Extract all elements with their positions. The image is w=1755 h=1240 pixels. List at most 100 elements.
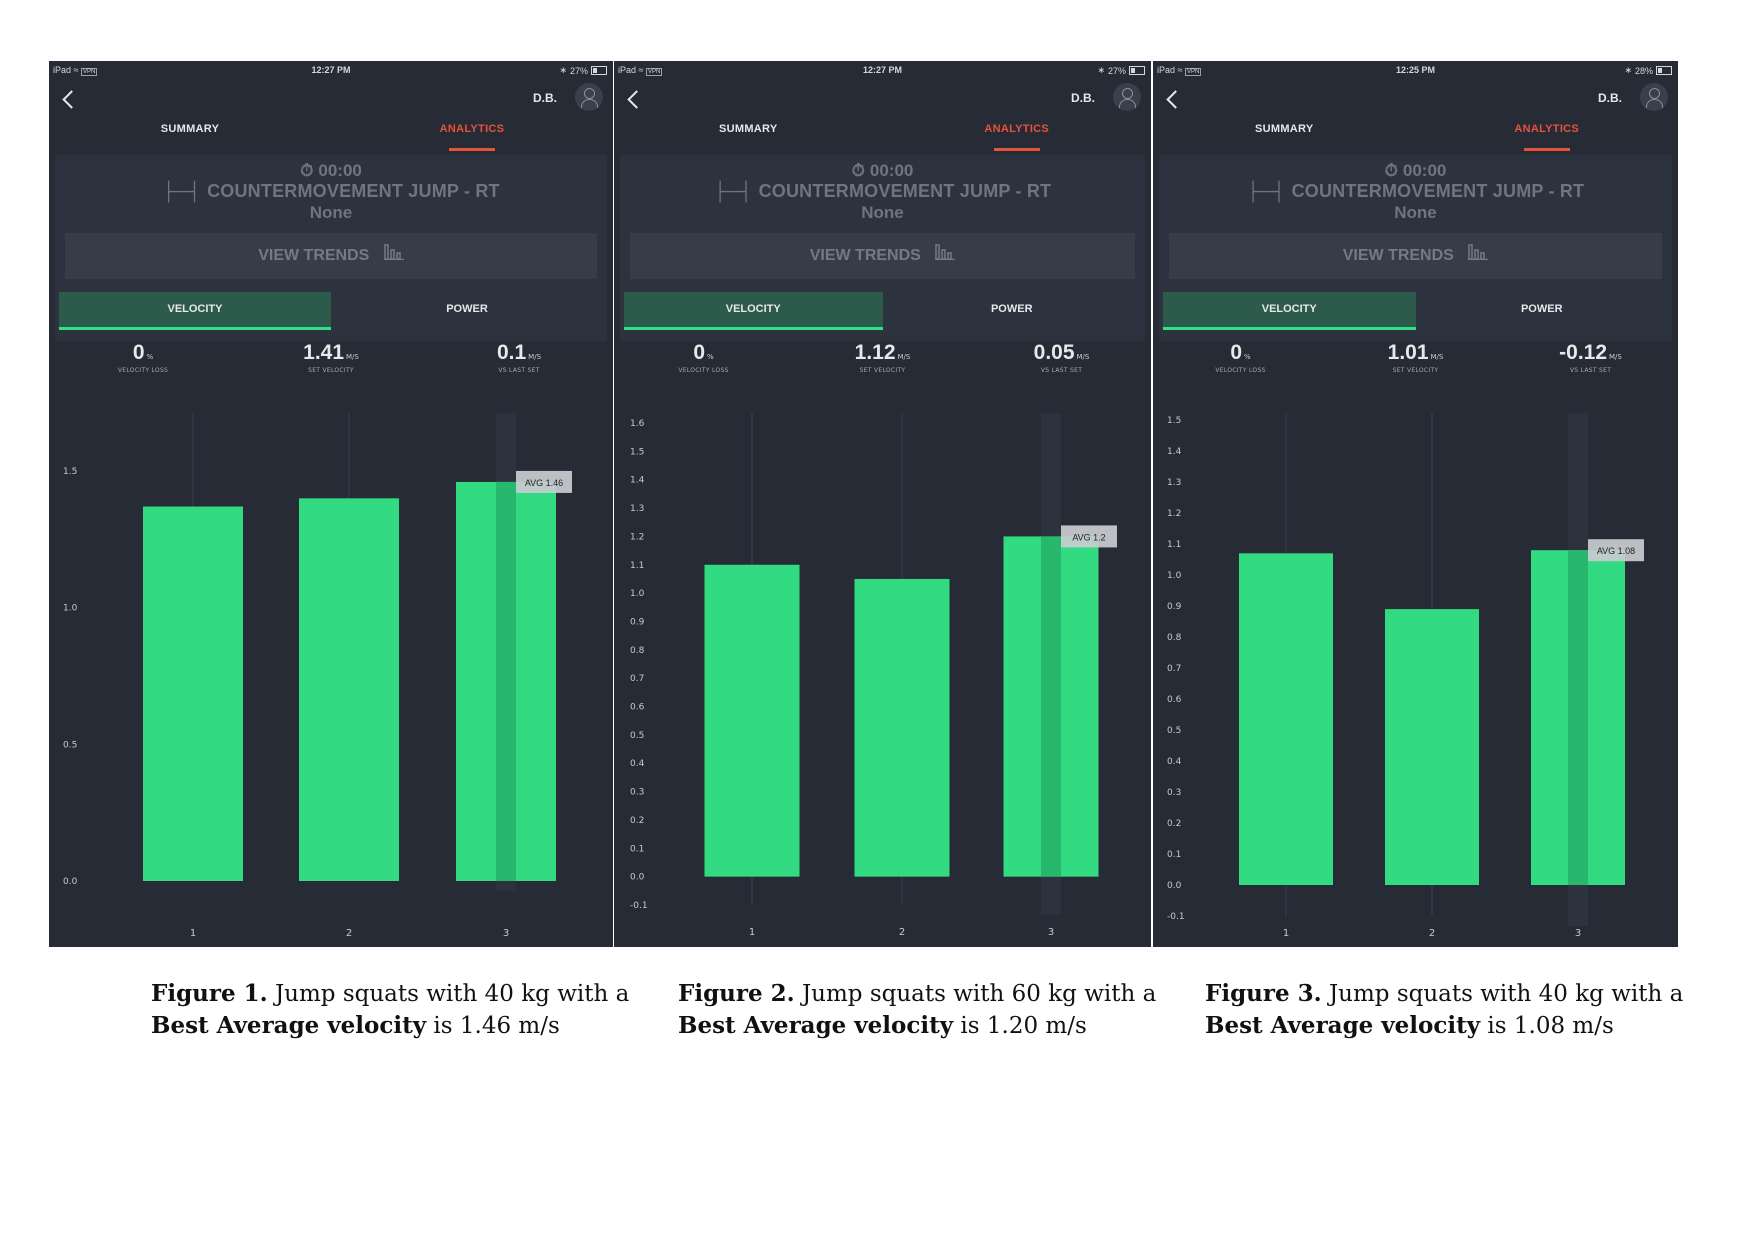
y-tick-label: 1.5: [630, 447, 644, 457]
stopwatch-icon: ⏱: [1384, 161, 1398, 180]
avatar-icon[interactable]: [575, 83, 603, 111]
y-tick-label: 0.3: [630, 788, 644, 798]
stat-2: 0.1 M/S VS LAST SET: [425, 341, 613, 391]
bar-rep-1: [143, 506, 243, 881]
y-tick-label: 1.3: [1167, 478, 1181, 488]
view-trends-label: VIEW TRENDS: [809, 247, 921, 265]
y-tick-label: 1.4: [630, 476, 645, 486]
y-tick-label: 1.5: [63, 467, 77, 477]
y-tick-label: 1.0: [1167, 571, 1182, 581]
y-tick-label: 0.7: [630, 674, 644, 684]
stat-0: 0% VELOCITY LOSS: [614, 341, 793, 391]
stat-value: 1.41: [303, 341, 345, 364]
bar-rep-1: [1239, 553, 1333, 885]
status-bar: iPad ≈ VPN 12:25 PM ∗ 28%: [1153, 61, 1678, 79]
velocity-toggle[interactable]: VELOCITY: [1163, 292, 1416, 330]
velocity-toggle[interactable]: VELOCITY: [59, 292, 331, 330]
vpn-badge: VPN: [81, 68, 98, 76]
y-tick-label: 1.5: [1167, 416, 1181, 426]
stat-unit: %: [707, 353, 714, 361]
caption-text: Jump squats with 60 kg with a: [794, 981, 1157, 1007]
caption-text: is 1.20 m/s: [953, 1013, 1087, 1039]
y-tick-label: 1.1: [630, 561, 644, 571]
stat-label: VELOCITY LOSS: [117, 367, 169, 374]
exercise-name: COUNTERMOVEMENT JUMP - RT: [758, 181, 1052, 201]
stat-label: VELOCITY LOSS: [1215, 367, 1266, 374]
tab-analytics[interactable]: ANALYTICS: [1416, 123, 1679, 153]
y-tick-label: 1.2: [630, 532, 644, 542]
velocity-toggle[interactable]: VELOCITY: [624, 292, 883, 330]
y-tick-label: 1.0: [630, 589, 645, 599]
view-trends-button[interactable]: VIEW TRENDS: [1169, 233, 1662, 279]
y-tick-label: 1.0: [63, 604, 78, 614]
y-tick-label: 0.0: [63, 877, 78, 887]
device-name: iPad: [53, 65, 72, 75]
battery-icon: [591, 66, 607, 75]
tab-analytics[interactable]: ANALYTICS: [883, 123, 1152, 153]
y-tick-label: 1.6: [630, 419, 645, 429]
y-tick-label: 0.9: [1167, 602, 1182, 612]
metric-toggle: VELOCITY POWER: [624, 292, 1141, 330]
app-screenshot-3: iPad ≈ VPN 12:25 PM ∗ 28% D.B. SUMMARY A…: [1153, 61, 1678, 947]
figure-caption-1: Figure 1. Jump squats with 40 kg with a …: [151, 978, 629, 1042]
status-time: 12:27 PM: [862, 65, 903, 75]
avatar-icon[interactable]: [1113, 83, 1141, 111]
tab-summary[interactable]: SUMMARY: [1254, 123, 1314, 135]
y-tick-label: 0.0: [630, 873, 645, 883]
stat-value: 0: [693, 341, 706, 364]
stats-row: 0% VELOCITY LOSS 1.41 M/S SET VELOCITY 0.…: [49, 341, 613, 391]
status-bar: iPad ≈ VPN 12:27 PM ∗ 27%: [614, 61, 1151, 79]
stat-value: 1.12: [854, 341, 896, 364]
tab-bar: SUMMARY ANALYTICS: [614, 123, 1151, 153]
bar-rep-1: [704, 564, 800, 877]
user-initials: D.B.: [533, 91, 557, 105]
avatar-icon[interactable]: [1640, 83, 1668, 111]
metric-toggle: VELOCITY POWER: [1163, 292, 1668, 330]
power-toggle[interactable]: POWER: [990, 303, 1033, 315]
y-tick-label: 0.5: [1167, 726, 1181, 736]
avg-tag: [1061, 525, 1117, 548]
caption-text: Jump squats with 40 kg with a: [267, 981, 630, 1007]
bar-chart-icon: [383, 233, 404, 279]
stat-unit: M/S: [1609, 353, 1622, 361]
caption-bold: Best Average velocity: [678, 1012, 954, 1039]
y-tick-label: 0.2: [630, 816, 644, 826]
elapsed-time: 00:00: [869, 161, 914, 180]
x-tick-label: 1: [749, 927, 755, 938]
bar-rep-2: [1385, 609, 1479, 885]
stat-unit: M/S: [897, 353, 911, 361]
tab-summary[interactable]: SUMMARY: [718, 123, 778, 135]
x-tick-label: 1: [1283, 928, 1289, 939]
vpn-badge: VPN: [646, 68, 663, 76]
tab-summary[interactable]: SUMMARY: [160, 123, 220, 135]
power-toggle[interactable]: POWER: [1520, 303, 1563, 315]
view-trends-button[interactable]: VIEW TRENDS: [630, 233, 1135, 279]
avg-label: AVG 1.2: [1072, 532, 1105, 542]
y-tick-label: 0.2: [1167, 819, 1181, 829]
stat-unit: M/S: [1430, 353, 1444, 361]
stat-0: 0% VELOCITY LOSS: [1153, 341, 1328, 391]
bar-selection-overlay: [1568, 550, 1588, 885]
device-name: iPad: [1157, 65, 1176, 75]
stopwatch-icon: ⏱: [851, 161, 865, 180]
velocity-bar-chart: 0.0 0.5 1.0 1.5 1 2 3 AVG 1.46: [63, 413, 572, 939]
tab-analytics[interactable]: ANALYTICS: [331, 123, 613, 153]
y-tick-label: 0.6: [630, 703, 645, 713]
y-tick-label: 0.4: [1167, 757, 1182, 767]
stat-unit: M/S: [1076, 353, 1090, 361]
y-tick-label: 1.2: [1167, 509, 1181, 519]
stat-label: VELOCITY LOSS: [678, 367, 729, 374]
bar-selection-overlay: [1041, 536, 1061, 877]
y-tick-label: 0.1: [1167, 850, 1181, 860]
resistance-value: None: [309, 203, 353, 222]
y-tick-label: 0.8: [630, 646, 645, 656]
x-tick-label: 3: [503, 928, 509, 939]
caption-bold: Best Average velocity: [151, 1012, 427, 1039]
view-trends-label: VIEW TRENDS: [1342, 247, 1454, 265]
view-trends-button[interactable]: VIEW TRENDS: [65, 233, 597, 279]
stat-label: SET VELOCITY: [859, 367, 906, 374]
battery-percent: 28%: [1634, 65, 1653, 76]
power-toggle[interactable]: POWER: [446, 303, 488, 315]
status-bar: iPad ≈ VPN 12:27 PM ∗ 27%: [49, 61, 613, 79]
status-time: 12:27 PM: [311, 65, 351, 75]
